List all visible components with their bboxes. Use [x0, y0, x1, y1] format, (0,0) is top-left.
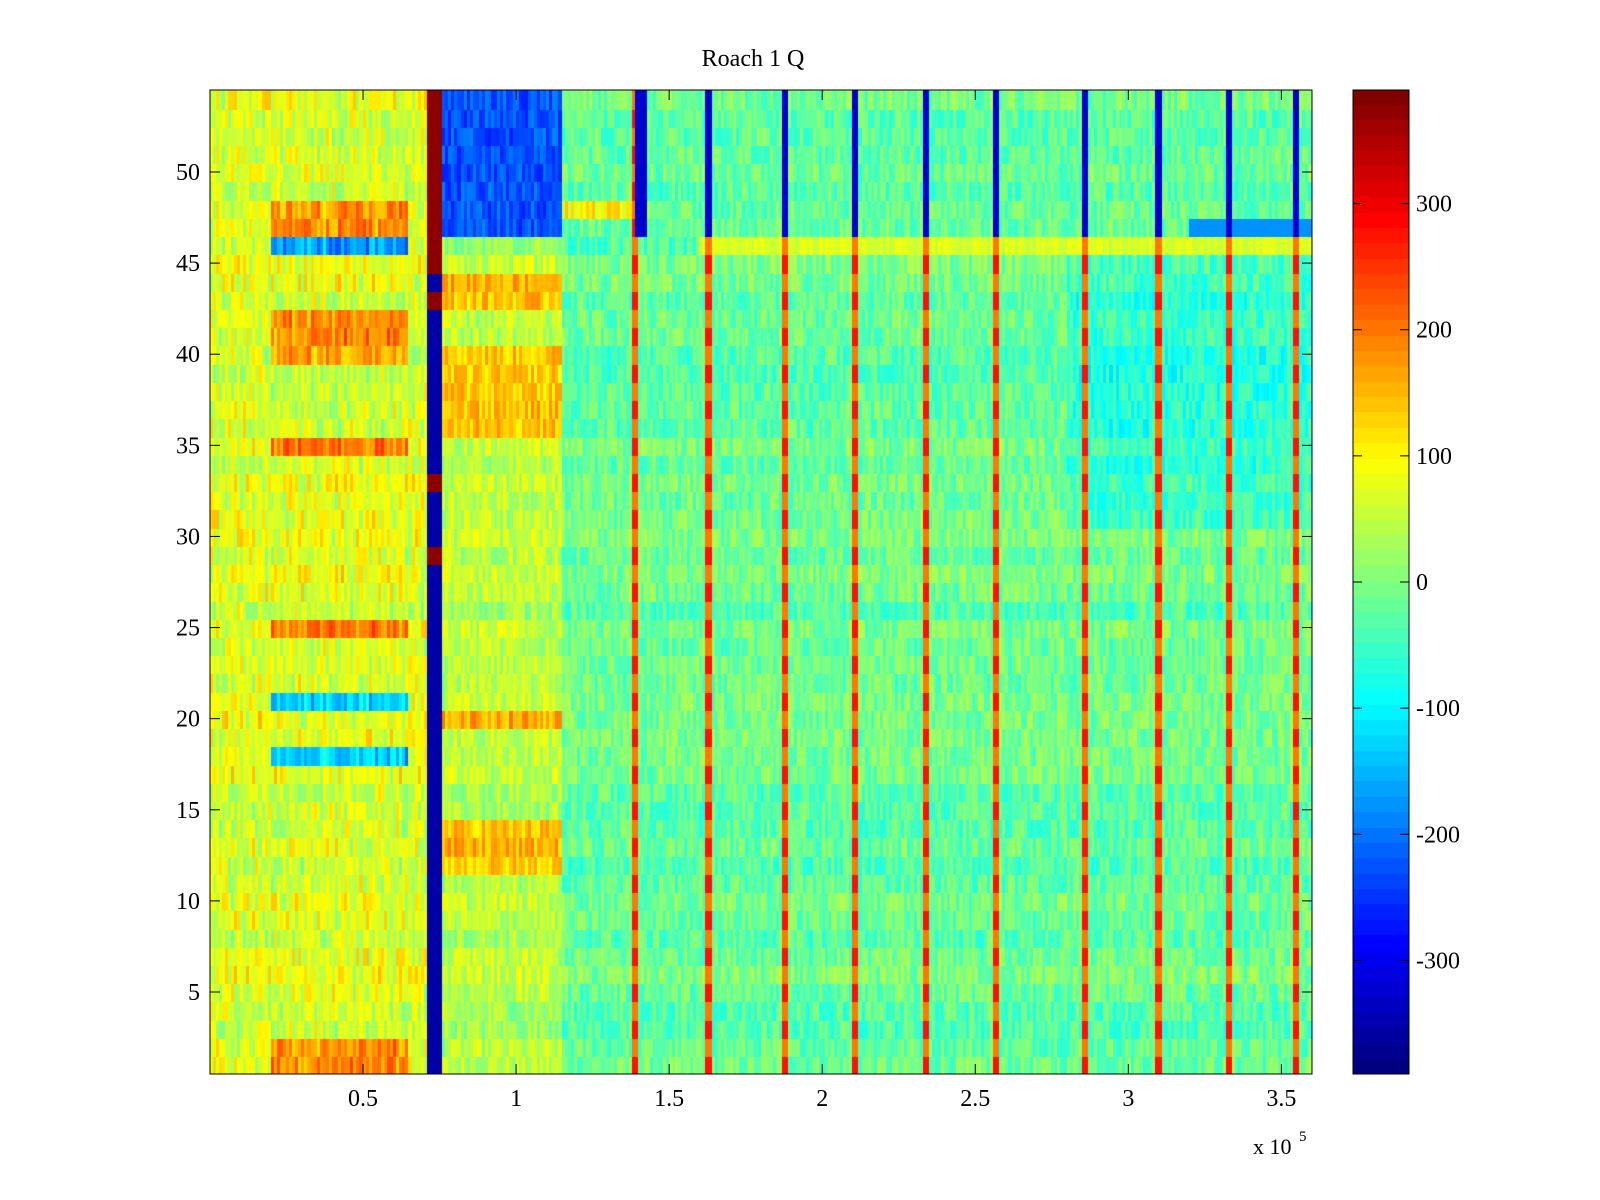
colorbar-tick-label: 100	[1416, 444, 1452, 470]
colorbar-ticks: 300 200 100 0 -100 -200 -300	[1353, 192, 1460, 974]
y-tick-label: 25	[176, 616, 200, 642]
x-exponent-power: 5	[1299, 1129, 1307, 1145]
colorbar-tick-label: -300	[1416, 948, 1460, 974]
y-tick-label: 35	[176, 433, 200, 459]
y-axis: 5 10 15 20 25 30 35 40 45 50	[176, 160, 1312, 1006]
plot-frame	[209, 89, 1313, 1075]
x-exponent-base: x 10	[1253, 1134, 1292, 1159]
y-tick-label: 40	[176, 342, 200, 368]
x-axis-exponent-label: x 10 5	[1253, 1129, 1307, 1159]
colorbar-tick-label: 200	[1416, 318, 1452, 344]
heatmap-cells	[210, 90, 1312, 1074]
x-tick-label: 3.5	[1266, 1086, 1296, 1112]
colorbar-tick-label: 300	[1416, 192, 1452, 218]
y-tick-label: 45	[176, 251, 200, 277]
x-tick-label: 2.5	[960, 1086, 990, 1112]
x-tick-label: 3	[1122, 1086, 1134, 1112]
y-tick-label: 5	[188, 980, 200, 1006]
chart-title: Roach 1 Q	[702, 46, 805, 72]
colorbar-tick-label: 0	[1416, 570, 1428, 596]
x-axis: 0.5 1 1.5 2 2.5 3 3.5	[348, 90, 1296, 1112]
y-tick-label: 15	[176, 798, 200, 824]
colorbar-gradient	[1353, 90, 1409, 1074]
colorbar: 300 200 100 0 -100 -200 -300	[1352, 89, 1460, 1075]
colorbar-tick-label: -100	[1416, 696, 1460, 722]
y-tick-label: 30	[176, 524, 200, 550]
y-tick-label: 10	[176, 889, 200, 915]
y-tick-label: 50	[176, 160, 200, 186]
x-tick-label: 1	[510, 1086, 522, 1112]
y-tick-label: 20	[176, 707, 200, 733]
x-tick-label: 2	[816, 1086, 828, 1112]
colorbar-tick-label: -200	[1416, 822, 1460, 848]
x-tick-label: 1.5	[654, 1086, 684, 1112]
plot-area	[209, 89, 1313, 1075]
x-tick-label: 0.5	[348, 1086, 378, 1112]
